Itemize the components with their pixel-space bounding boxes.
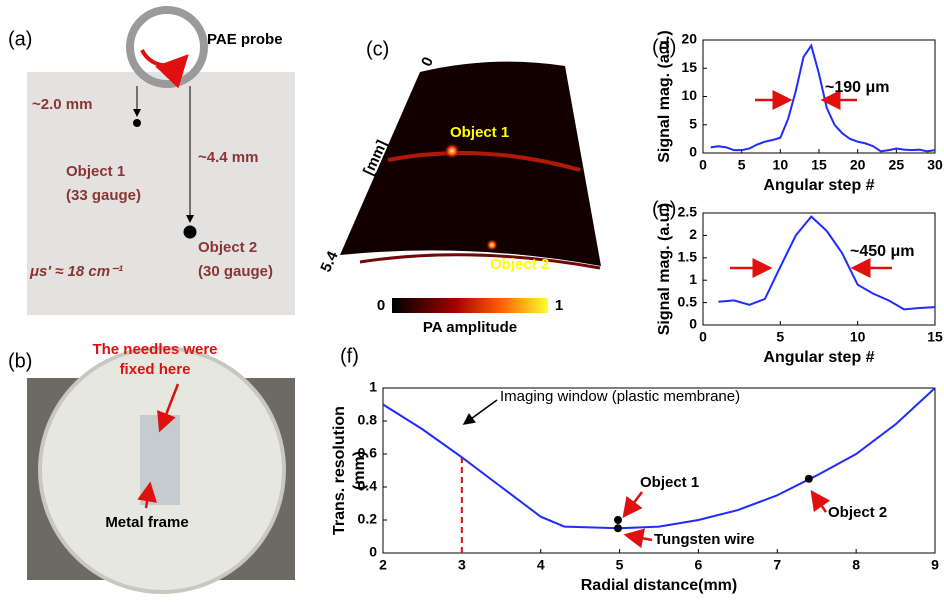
point <box>805 475 813 483</box>
plot-frame <box>703 40 935 153</box>
x-tick-label: 15 <box>927 329 943 345</box>
point-label: Tungsten wire <box>654 531 755 548</box>
y-tick-label: 0 <box>369 544 377 560</box>
y-tick-label: 10 <box>681 87 697 103</box>
y-tick-label: 5 <box>689 115 697 131</box>
depth-label: ~4.4 mm <box>198 149 258 166</box>
x-tick-label: 5 <box>776 329 784 345</box>
object-dot <box>133 119 141 127</box>
y-tick-label: 1.5 <box>678 249 698 265</box>
y-axis-label: Signal mag. (a.u.) <box>656 30 673 162</box>
colorbar-tick: 0 <box>377 297 385 314</box>
line <box>718 217 935 310</box>
x-tick-label: 5 <box>738 157 746 173</box>
x-axis-label: Angular step # <box>763 349 874 366</box>
x-tick-label: 25 <box>889 157 905 173</box>
object-label: Object 1 <box>66 163 125 180</box>
note: fixed here <box>120 361 191 378</box>
point-arrow <box>812 492 826 512</box>
annotation: ~450 μm <box>850 243 915 260</box>
x-tick-label: 0 <box>699 329 707 345</box>
x-tick-label: 6 <box>695 557 703 573</box>
frame-label: Metal frame <box>105 514 188 531</box>
x-tick-label: 8 <box>852 557 860 573</box>
gauge-label: (30 gauge) <box>198 263 273 280</box>
y-tick-label: 0 <box>689 144 697 160</box>
x-tick-label: 7 <box>773 557 781 573</box>
colorbar <box>392 298 548 313</box>
y-axis-label: Trans. resolution <box>331 406 348 535</box>
depth-label: ~2.0 mm <box>32 96 92 113</box>
pa-hotspot <box>486 239 498 251</box>
x-tick-label: 2 <box>379 557 387 573</box>
panel-label: (f) <box>340 345 359 367</box>
x-tick-label: 20 <box>850 157 866 173</box>
y-tick-label: 0 <box>689 316 697 332</box>
x-tick-label: 5 <box>616 557 624 573</box>
x-tick-label: 30 <box>927 157 943 173</box>
x-axis-label: Angular step # <box>763 177 874 194</box>
y-tick-label: 2.5 <box>678 204 698 220</box>
colorbar-tick: 1 <box>555 297 563 314</box>
point-arrow <box>626 535 652 540</box>
figure: (a) PAE probe ~2.0 mm Object 1 (33 gauge… <box>0 0 944 607</box>
gauge-label: (33 gauge) <box>66 187 141 204</box>
x-tick-label: 4 <box>537 557 545 573</box>
x-tick-label: 15 <box>811 157 827 173</box>
plot-frame <box>383 388 935 553</box>
y-axis-label: (mm) <box>351 451 368 490</box>
panel-label: (c) <box>366 38 389 60</box>
point-arrow <box>624 492 642 516</box>
line <box>711 46 935 152</box>
x-tick-label: 10 <box>850 329 866 345</box>
depth-tick: 0 <box>418 54 437 69</box>
point <box>614 524 622 532</box>
depth-tick: 5.4 <box>317 248 341 275</box>
object-dot <box>184 226 197 239</box>
colorbar-label: PA amplitude <box>423 319 517 336</box>
probe-label: PAE probe <box>207 31 283 48</box>
x-tick-label: 0 <box>699 157 707 173</box>
scattering-label: μs′ ≈ 18 cm⁻¹ <box>29 263 123 280</box>
annotation: Imaging window (plastic membrane) <box>500 388 740 405</box>
y-tick-label: 20 <box>681 31 697 47</box>
y-tick-label: 1 <box>689 271 697 287</box>
point-label: Object 2 <box>828 504 887 521</box>
point-label: Object 1 <box>640 474 699 491</box>
panel-label: (a) <box>8 28 32 50</box>
y-tick-label: 2 <box>689 226 697 242</box>
point <box>614 516 622 524</box>
object-label: Object 2 <box>198 239 257 256</box>
x-tick-label: 9 <box>931 557 939 573</box>
object-label: Object 2 <box>490 256 549 273</box>
x-axis-label: Radial distance(mm) <box>581 577 737 594</box>
rotation-arrow <box>142 50 186 65</box>
note: The needles were <box>92 341 217 358</box>
annotation-arrow <box>464 400 497 424</box>
x-tick-label: 3 <box>458 557 466 573</box>
y-tick-label: 0.2 <box>358 511 378 527</box>
y-tick-label: 1 <box>369 379 377 395</box>
panel-label: (b) <box>8 350 32 372</box>
y-tick-label: 15 <box>681 59 697 75</box>
y-tick-label: 0.8 <box>358 412 378 428</box>
object-label: Object 1 <box>450 124 509 141</box>
y-tick-label: 0.5 <box>678 293 698 309</box>
y-axis-label: Signal mag. (a.u.) <box>656 203 673 335</box>
pa-hotspot <box>444 143 460 159</box>
annotation: ~190 μm <box>825 79 890 96</box>
x-tick-label: 10 <box>773 157 789 173</box>
